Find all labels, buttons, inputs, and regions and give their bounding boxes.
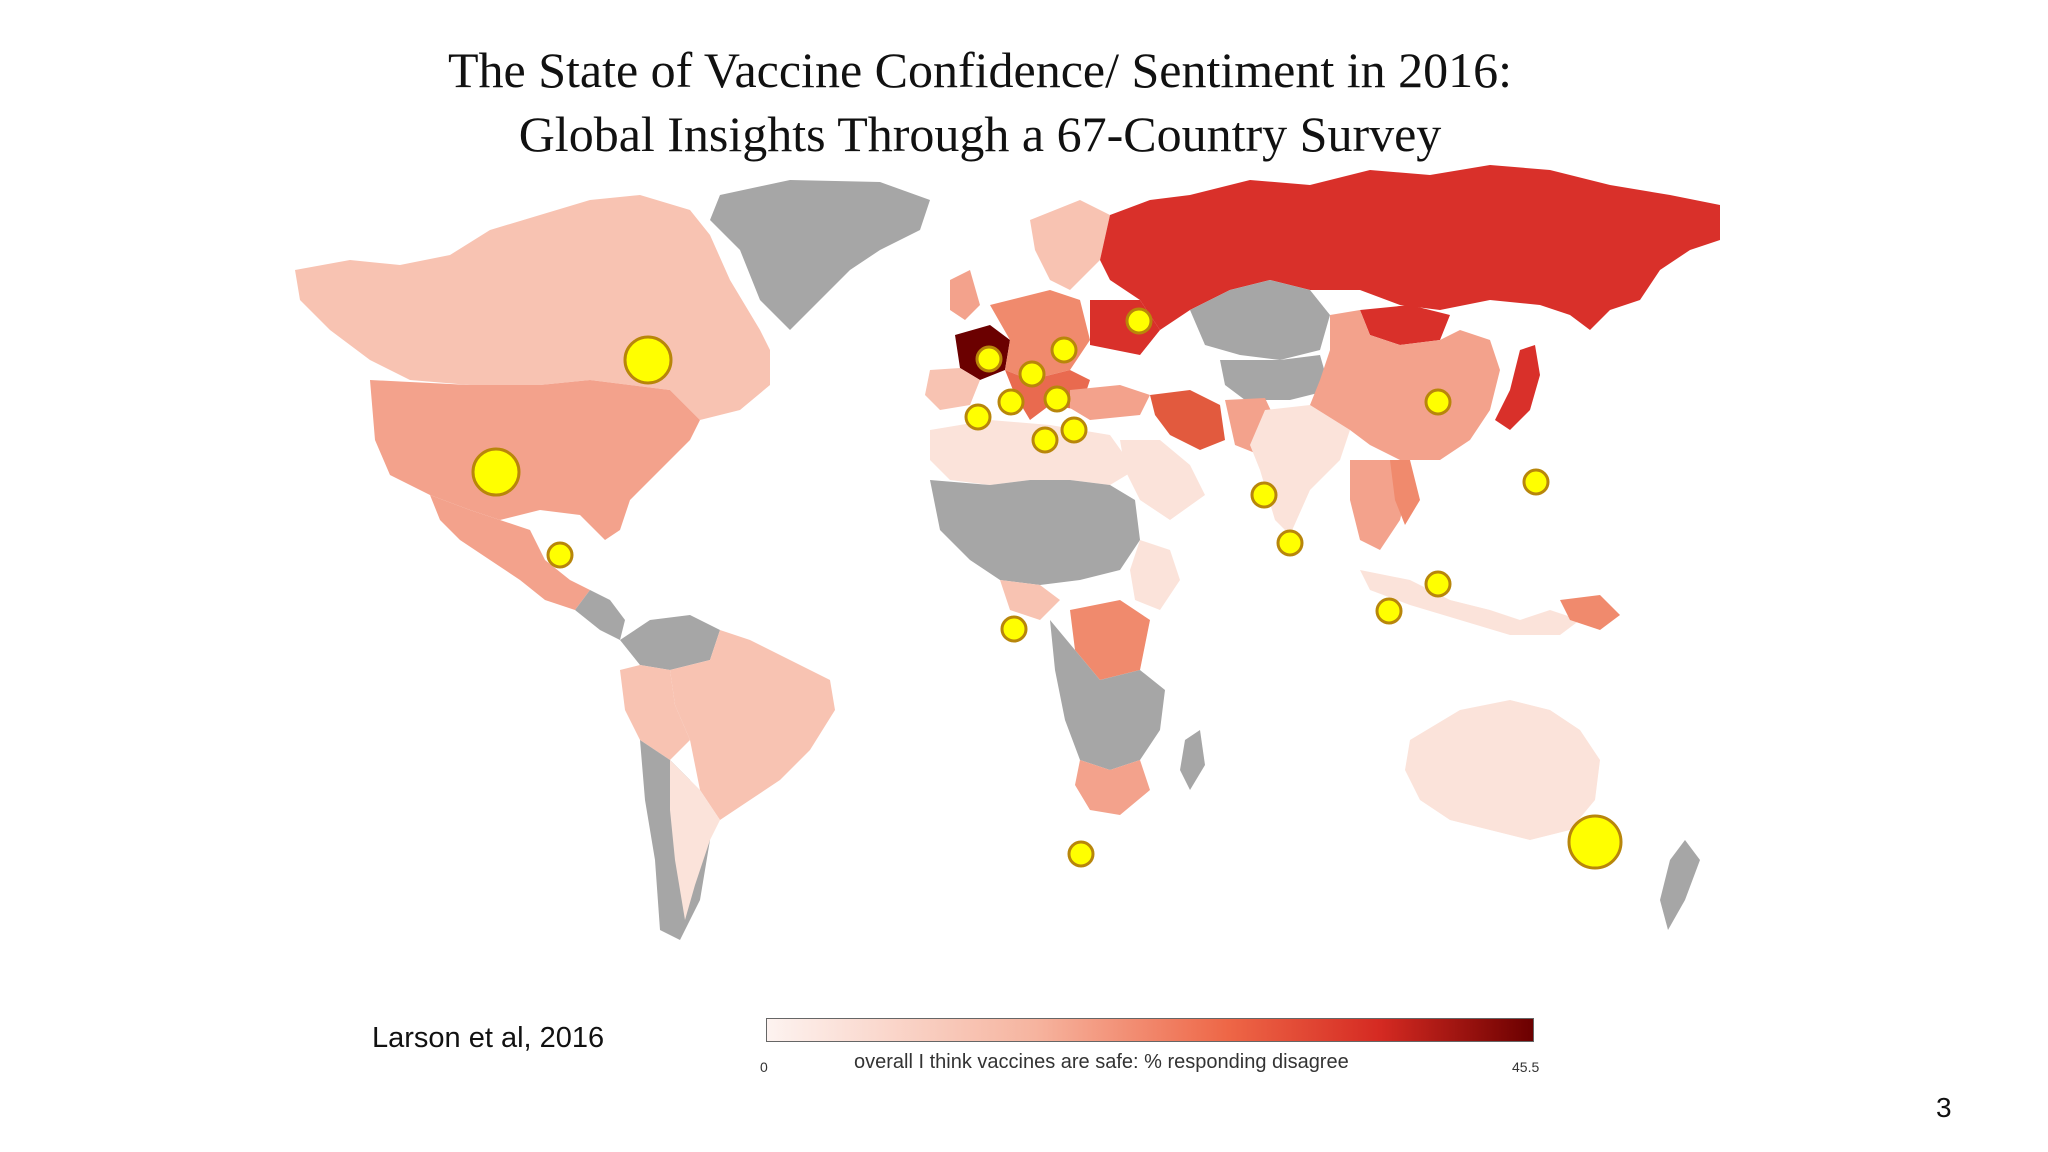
india [1250, 405, 1350, 535]
north-africa [930, 420, 1135, 485]
marker-mexico [546, 541, 574, 569]
east-africa [1130, 540, 1180, 610]
marker-japan [1522, 468, 1550, 496]
marker-uk [975, 345, 1003, 373]
marker-germany [1018, 360, 1046, 388]
mexico [430, 495, 590, 610]
marker-poland [1050, 336, 1078, 364]
marker-vietnam [1424, 570, 1452, 598]
central-america [575, 590, 625, 640]
marker-canada [623, 335, 673, 385]
marker-france [997, 388, 1025, 416]
united-states [370, 380, 700, 540]
spain [925, 368, 980, 410]
china [1310, 310, 1500, 460]
world-map [295, 165, 1720, 940]
nigeria [1000, 580, 1060, 620]
indonesia [1360, 570, 1580, 635]
marker-thailand [1375, 597, 1403, 625]
survey-markers [471, 307, 1623, 870]
marker-italy [1031, 426, 1059, 454]
marker-australia [1567, 814, 1623, 870]
marker-mongolia [1424, 388, 1452, 416]
peru-bolivia [620, 665, 690, 760]
colombia-venezuela [620, 615, 720, 670]
west-africa [930, 480, 1140, 585]
new-zealand [1660, 840, 1700, 930]
marker-austria [1043, 385, 1071, 413]
drc [1070, 600, 1150, 680]
marker-pakistan [1250, 481, 1278, 509]
legend-gradient-bar [766, 1018, 1534, 1042]
greenland [710, 180, 930, 330]
marker-south-africa [1067, 840, 1095, 868]
south-africa [1075, 760, 1150, 815]
turkey [1070, 385, 1150, 420]
title-line-1: The State of Vaccine Confidence/ Sentime… [447, 42, 1513, 98]
russia [1100, 165, 1720, 330]
vietnam [1390, 460, 1420, 525]
title-line-2: Global Insights Through a 67-Country Sur… [518, 106, 1442, 162]
page-number: 3 [1936, 1092, 1952, 1123]
arabia [1120, 440, 1205, 520]
mongolia [1360, 305, 1450, 345]
southern-africa [1050, 620, 1165, 770]
iran [1150, 390, 1225, 450]
marker-spain [964, 403, 992, 431]
legend-label: overall I think vaccines are safe: % res… [854, 1051, 1349, 1073]
marker-india [1276, 529, 1304, 557]
marker-greece [1060, 416, 1088, 444]
color-legend: 0 overall I think vaccines are safe: % r… [760, 1015, 1540, 1085]
afghanistan-central-asia [1220, 355, 1330, 400]
madagascar [1180, 730, 1205, 790]
legend-max-value: 45.5 [1512, 1059, 1540, 1075]
uk [950, 270, 980, 320]
legend-min-value: 0 [760, 1059, 768, 1075]
marker-nigeria [1000, 615, 1028, 643]
citation: Larson et al, 2016 [372, 1022, 605, 1054]
papua [1560, 595, 1620, 630]
marker-russia [1125, 307, 1153, 335]
marker-usa-west [471, 447, 521, 497]
slide-title: The State of Vaccine Confidence/ Sentime… [0, 38, 1960, 166]
kazakhstan [1190, 280, 1330, 360]
brazil [670, 630, 835, 820]
argentina [670, 760, 720, 920]
scandinavia [1030, 200, 1110, 290]
australia [1405, 700, 1600, 840]
japan [1495, 345, 1540, 430]
